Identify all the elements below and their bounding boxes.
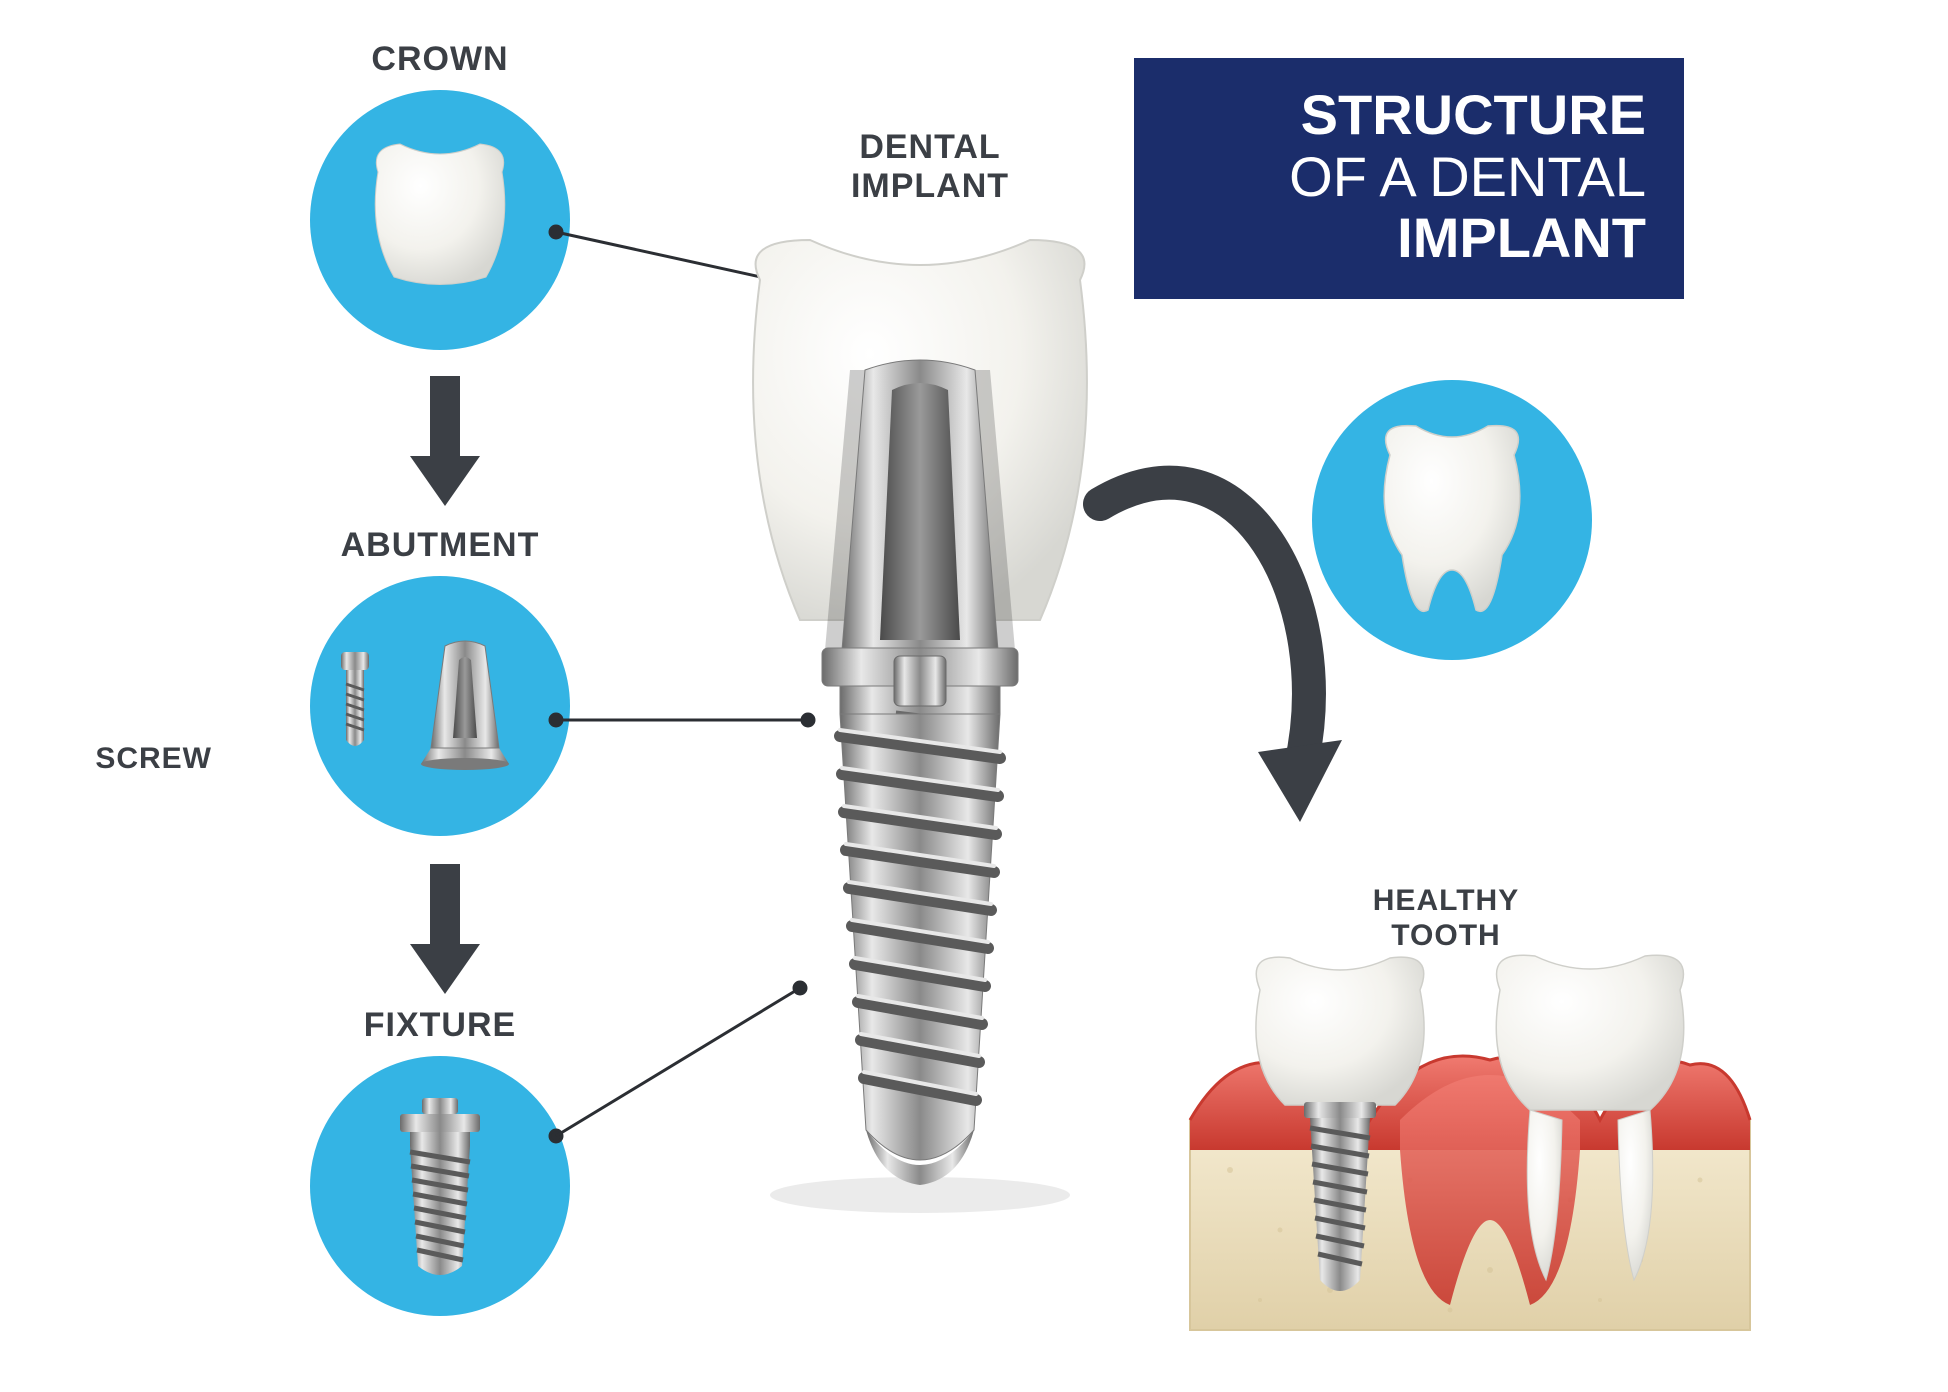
illustration-layer <box>0 0 1948 1392</box>
curved-arrow-head <box>1258 740 1342 822</box>
down-arrow-2 <box>410 864 480 994</box>
jaw-cross-section <box>1190 955 1750 1330</box>
infographic-stage: STRUCTURE OF A DENTAL IMPLANT DENTAL IMP… <box>0 0 1948 1392</box>
abutment-label: ABUTMENT <box>310 526 570 565</box>
fixture-label: FIXTURE <box>310 1006 570 1045</box>
down-arrow-1 <box>410 376 480 506</box>
central-dental-implant <box>753 240 1087 1213</box>
crown-icon <box>375 144 505 285</box>
curved-arrow <box>1100 483 1309 770</box>
crown-label: CROWN <box>310 40 570 79</box>
